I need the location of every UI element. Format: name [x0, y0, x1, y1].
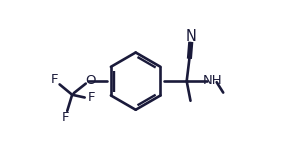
Text: F: F: [51, 73, 59, 86]
Text: F: F: [87, 91, 95, 104]
Text: NH: NH: [203, 74, 223, 87]
Text: N: N: [185, 29, 196, 44]
Text: F: F: [62, 111, 69, 124]
Text: O: O: [86, 74, 96, 87]
